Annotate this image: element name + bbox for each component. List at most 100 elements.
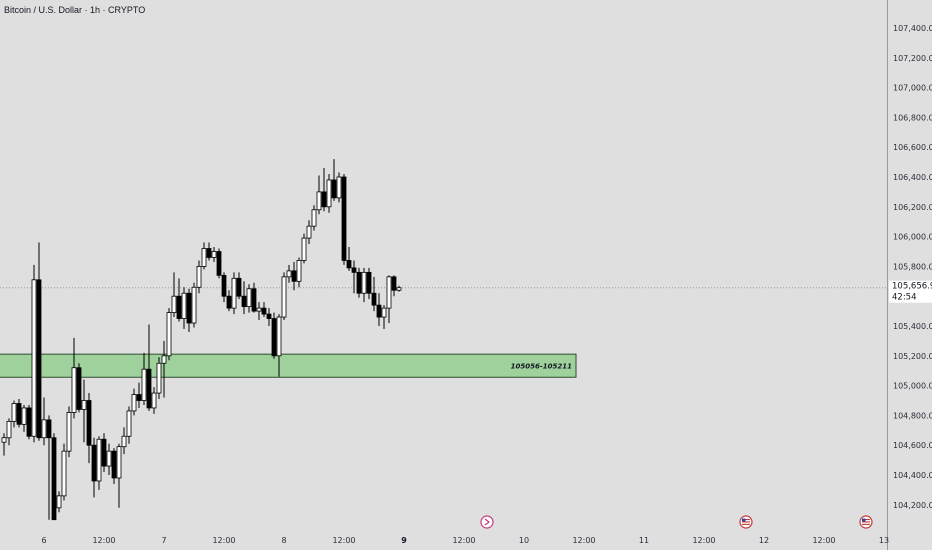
candle-up bbox=[281, 276, 287, 318]
flag-icon-stripe bbox=[742, 523, 750, 525]
candle-up bbox=[161, 355, 167, 364]
candle-up bbox=[181, 292, 187, 319]
candle-up bbox=[381, 307, 387, 318]
price-tick-label: 105,000.00 bbox=[893, 382, 932, 391]
demand-zone[interactable]: 105056-105211 bbox=[0, 353, 577, 378]
candle-up bbox=[326, 179, 332, 208]
candle-up bbox=[191, 286, 197, 324]
candle-up bbox=[61, 450, 67, 497]
candle-down bbox=[266, 313, 272, 319]
candle-down bbox=[36, 279, 42, 439]
price-tick-label: 107,000.00 bbox=[893, 84, 932, 93]
candle-up bbox=[316, 191, 322, 211]
candle-down bbox=[226, 295, 232, 309]
candle-down bbox=[46, 419, 52, 439]
flag-icon-stripe bbox=[862, 521, 870, 523]
price-tick-label: 106,600.00 bbox=[893, 143, 932, 152]
candle-down bbox=[376, 304, 382, 318]
time-tick-label: 12:00 bbox=[452, 536, 475, 545]
candle-up bbox=[106, 450, 112, 467]
candle-series bbox=[1, 159, 402, 521]
price-tick-label: 105,800.00 bbox=[893, 262, 932, 271]
candle-down bbox=[321, 191, 327, 208]
chart-title: Bitcoin / U.S. Dollar · 1h · CRYPTO bbox=[4, 5, 145, 15]
candle-down bbox=[371, 292, 377, 306]
candle-down bbox=[206, 248, 212, 258]
candle-down bbox=[251, 288, 257, 312]
candle-up bbox=[126, 410, 132, 437]
candle-down bbox=[241, 295, 247, 308]
candle-up bbox=[201, 248, 207, 267]
time-tick-label: 7 bbox=[161, 536, 166, 545]
candle-up bbox=[71, 367, 77, 413]
candle-up bbox=[66, 412, 72, 452]
time-scale[interactable]: 6 12:00 7 12:00 8 12:00 9 12:00 10 12:00 11 12:00 12… bbox=[41, 536, 889, 545]
candle-down bbox=[86, 400, 92, 446]
candle-down bbox=[16, 403, 22, 425]
candle-up bbox=[1, 437, 7, 443]
candle-down bbox=[186, 292, 192, 324]
time-tick-label: 12:00 bbox=[572, 536, 595, 545]
candle-down bbox=[356, 271, 362, 294]
flag-icon-stripe bbox=[742, 521, 750, 523]
candle-down bbox=[91, 444, 97, 482]
candle-up bbox=[166, 312, 172, 357]
crypto-event-icon[interactable] bbox=[480, 515, 494, 529]
us-flag-event-icon[interactable] bbox=[739, 515, 753, 529]
last-price-badge: 105,656.96 42:54 bbox=[889, 280, 932, 303]
price-tick-label: 104,200.00 bbox=[893, 501, 932, 510]
candle-up bbox=[396, 287, 402, 291]
candle-down bbox=[351, 267, 357, 273]
candle-up bbox=[141, 368, 147, 401]
flag-icon-stripe bbox=[862, 523, 870, 525]
candle-up bbox=[11, 403, 17, 422]
candle-up bbox=[21, 407, 27, 425]
demand-zone-label: 105056-105211 bbox=[511, 363, 572, 371]
candle-up bbox=[6, 420, 12, 439]
price-tick-label: 105,200.00 bbox=[893, 352, 932, 361]
candle-down bbox=[341, 176, 347, 261]
flag-icon-stripe bbox=[862, 519, 870, 521]
time-tick-label: 11 bbox=[639, 536, 649, 545]
flag-icon-stripe bbox=[742, 519, 750, 521]
candle-up bbox=[131, 394, 137, 412]
candle-down bbox=[51, 437, 57, 521]
event-markers[interactable] bbox=[480, 515, 873, 529]
candle-up bbox=[56, 495, 62, 509]
time-tick-label: 9 bbox=[401, 536, 407, 545]
crypto-event-icon-ring bbox=[480, 515, 494, 529]
price-tick-label: 107,200.00 bbox=[893, 54, 932, 63]
candle-up bbox=[151, 392, 157, 409]
time-tick-label: 10 bbox=[519, 536, 529, 545]
candle-up bbox=[301, 237, 307, 261]
time-tick-label: 13 bbox=[879, 536, 889, 545]
us-flag-event-icon[interactable] bbox=[859, 515, 873, 529]
candle-up bbox=[196, 265, 202, 288]
demand-zone-rect[interactable] bbox=[0, 353, 577, 378]
candle-down bbox=[216, 251, 222, 276]
candle-down bbox=[291, 270, 297, 282]
candle-up bbox=[256, 307, 262, 312]
price-tick-label: 104,600.00 bbox=[893, 441, 932, 450]
last-price-label: 105,656.96 bbox=[892, 282, 932, 292]
candle-down bbox=[111, 450, 117, 479]
candle-down bbox=[391, 276, 397, 291]
price-tick-label: 104,400.00 bbox=[893, 471, 932, 480]
price-tick-label: 105,400.00 bbox=[893, 322, 932, 331]
time-tick-label: 12:00 bbox=[692, 536, 715, 545]
candle-up bbox=[306, 225, 312, 239]
candle-up bbox=[116, 446, 122, 479]
candle-down bbox=[331, 179, 337, 199]
candle-down bbox=[221, 274, 227, 297]
candle-down bbox=[366, 271, 372, 294]
time-tick-label: 12:00 bbox=[812, 536, 835, 545]
candle-down bbox=[26, 407, 32, 437]
candle-down bbox=[346, 260, 352, 269]
time-tick-label: 12:00 bbox=[212, 536, 235, 545]
crypto-event-icon-glyph bbox=[484, 518, 490, 526]
candle-up bbox=[246, 288, 252, 308]
candle-down bbox=[101, 438, 107, 467]
candle-up bbox=[121, 435, 127, 448]
